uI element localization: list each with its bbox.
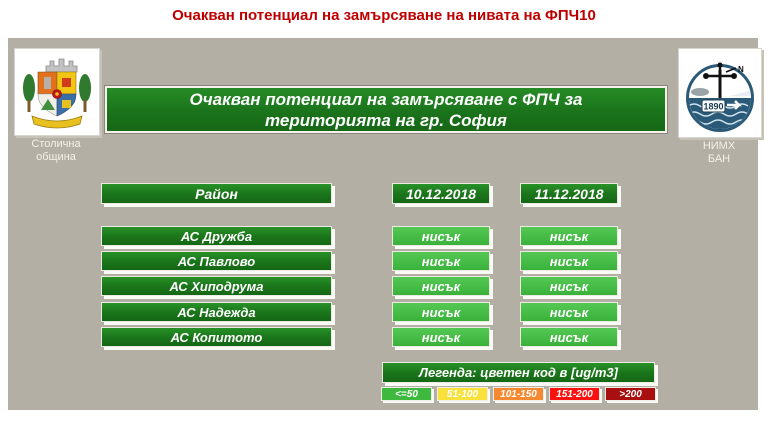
legend-item: 151-200	[549, 387, 600, 401]
sofia-coat-of-arms-icon	[14, 48, 100, 136]
sofia-logo-caption: Столична община	[8, 138, 104, 164]
page-title: Очакван потенциал на замърсяване на нива…	[172, 7, 596, 24]
date-header-cell-1: 10.12.2018	[392, 183, 490, 204]
forecast-value-cell: нисък	[392, 302, 490, 322]
region-header-cell: Район	[101, 183, 332, 204]
forecast-value-cell: нисък	[520, 226, 618, 246]
forecast-value-cell: нисък	[392, 327, 490, 347]
legend-item: >200	[605, 387, 656, 401]
nimh-north-mark: N	[738, 65, 744, 74]
banner-line1: Очакван потенциал на замърсяване с ФПЧ з…	[189, 89, 583, 109]
nimh-logo-icon: N 1890	[678, 48, 762, 138]
banner-title-box: Очакван потенциал на замърсяване с ФПЧ з…	[104, 85, 668, 134]
sofia-caption-line1: Столична	[31, 138, 81, 150]
forecast-value-cell: нисък	[520, 276, 618, 296]
legend-item: <=50	[381, 387, 432, 401]
forecast-value-cell: нисък	[520, 302, 618, 322]
station-name-cell: АС Хиподрума	[101, 276, 332, 296]
date-header-cell-2: 11.12.2018	[520, 183, 618, 204]
forecast-value-cell: нисък	[392, 276, 490, 296]
nimh-year-label: 1890	[703, 102, 723, 112]
content-panel: Столична община Очакван потенциал на зам…	[8, 38, 762, 410]
station-name-cell: АС Надежда	[101, 302, 332, 322]
forecast-value-cell: нисък	[392, 226, 490, 246]
nimh-logo-graphic: N 1890	[682, 52, 758, 134]
forecast-value-cell: нисък	[392, 251, 490, 271]
legend-item: 101-150	[493, 387, 544, 401]
forecast-value-cell: нисък	[520, 327, 618, 347]
sofia-coat-of-arms-graphic	[18, 52, 96, 132]
legend-color-scale: <=50 51-100 101-150 151-200 >200	[381, 387, 656, 401]
nimh-caption-line2: БАН	[707, 153, 731, 165]
forecast-value-cell: нисък	[520, 251, 618, 271]
legend-item: 51-100	[437, 387, 488, 401]
nimh-logo-caption: НИМХ БАН	[670, 140, 768, 166]
station-name-cell: АС Дружба	[101, 226, 332, 246]
banner-line2: територията на гр. София	[265, 110, 507, 130]
legend-title: Легенда: цветен код в [ug/m3]	[382, 362, 655, 383]
station-name-cell: АС Павлово	[101, 251, 332, 271]
sofia-caption-line2: община	[36, 151, 76, 163]
nimh-caption-line1: НИМХ	[702, 140, 736, 152]
station-name-cell: АС Копитото	[101, 327, 332, 347]
